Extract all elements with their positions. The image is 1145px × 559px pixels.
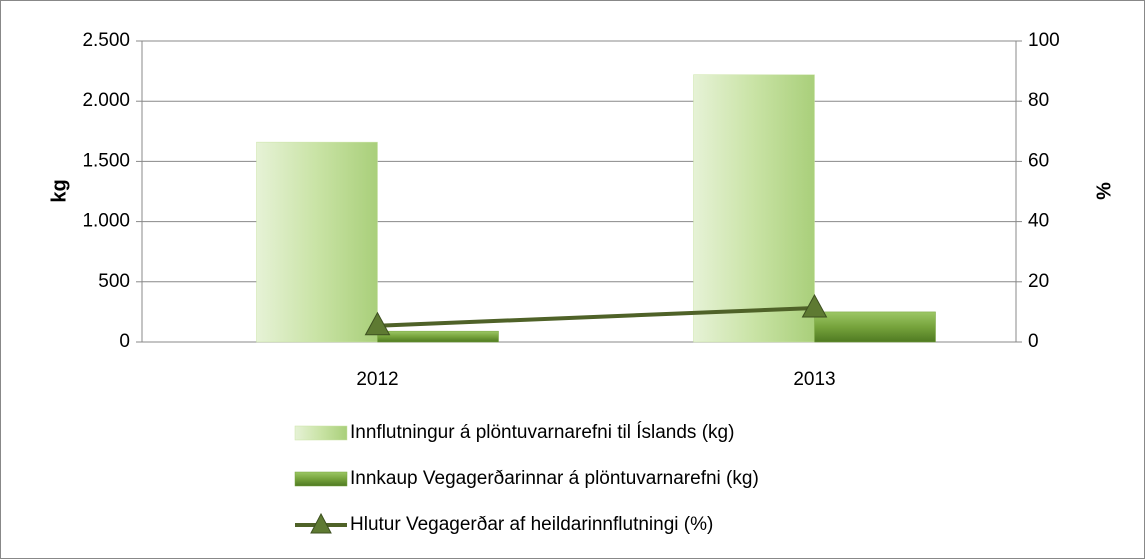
y-tick-label: 1.500 <box>82 150 130 171</box>
line-marker <box>801 293 828 318</box>
legend-swatch <box>294 471 348 487</box>
legend-label: Hlutur Vegagerðar af heildarinnflutningi… <box>350 514 713 535</box>
y-tick-label: 2.500 <box>82 30 130 51</box>
y2-tick-label: 20 <box>1028 271 1049 292</box>
y-tick-label: 500 <box>98 271 130 292</box>
y-tick-label: 0 <box>119 331 130 352</box>
x-tick-label: 2012 <box>356 369 398 390</box>
y2-tick-label: 60 <box>1028 150 1049 171</box>
y2-tick-label: 0 <box>1028 331 1039 352</box>
line-marker <box>364 311 391 336</box>
y2-tick-label: 40 <box>1028 211 1049 232</box>
bar <box>814 311 936 343</box>
y2-tick-label: 100 <box>1028 30 1060 51</box>
legend-marker <box>310 512 332 534</box>
y-axis-title: kg <box>48 179 70 202</box>
y-tick-label: 1.000 <box>82 211 130 232</box>
y-tick-label: 2.000 <box>82 90 130 111</box>
bar <box>377 330 499 343</box>
bar <box>256 141 378 343</box>
bar <box>693 74 815 343</box>
legend-label: Innkaup Vegagerðarinnar á plöntuvarnaref… <box>350 468 759 489</box>
x-tick-label: 2013 <box>793 369 835 390</box>
legend-swatch <box>294 425 348 441</box>
legend-label: Innflutningur á plöntuvarnarefni til Ísl… <box>350 422 734 443</box>
y2-tick-label: 80 <box>1028 90 1049 111</box>
y2-axis-title: % <box>1093 182 1115 200</box>
line-series <box>377 305 815 328</box>
